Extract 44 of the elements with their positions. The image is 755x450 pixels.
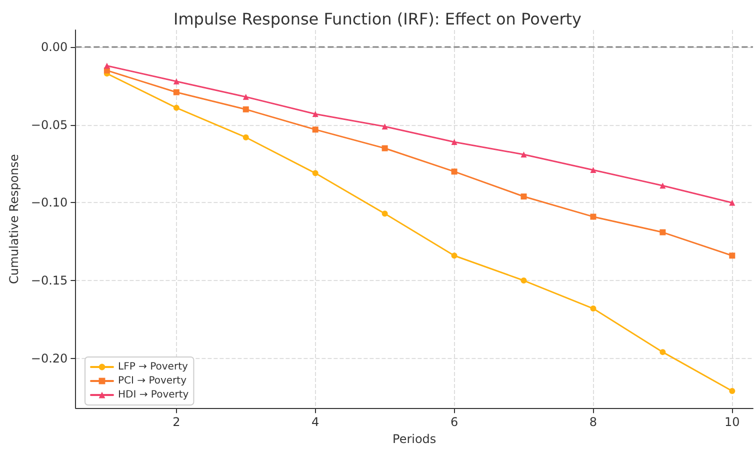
point: [242, 134, 249, 140]
point: [104, 62, 110, 69]
y-tick-label: −0.20: [30, 351, 68, 366]
point: [173, 104, 180, 111]
point: [590, 306, 596, 312]
point: [520, 193, 527, 200]
point: [451, 168, 458, 175]
point: [173, 89, 180, 96]
x-tick-label: 4: [312, 415, 320, 430]
point: [729, 200, 736, 206]
point: [312, 126, 318, 133]
point: [382, 145, 388, 152]
point: [312, 170, 318, 176]
x-tick-label: 8: [589, 415, 598, 430]
point: [660, 182, 666, 189]
point: [520, 278, 527, 284]
legend-label: LFP → Poverty: [118, 362, 188, 372]
point: [312, 111, 318, 118]
point: [590, 167, 596, 174]
point: [520, 151, 527, 158]
x-tick-label: 6: [450, 415, 458, 430]
point: [660, 229, 666, 236]
point: [242, 106, 249, 112]
y-tick-label: −0.05: [30, 118, 68, 132]
chart-title: Impulse Response Function (IRF): Effect on Poverty: [173, 10, 582, 28]
y-tick-label: −0.15: [30, 274, 68, 288]
point: [382, 123, 388, 130]
point: [729, 252, 736, 259]
x-tick-label: 2: [172, 415, 180, 430]
point: [242, 94, 249, 100]
point: [451, 139, 458, 146]
point: [590, 214, 596, 220]
point: [729, 388, 736, 394]
point: [451, 252, 458, 259]
point: [382, 210, 388, 217]
point: [173, 78, 180, 84]
x-tick-label: 10: [724, 415, 740, 430]
legend-label: HDI → Poverty: [118, 390, 189, 400]
y-axis-title: Cumulative Response: [7, 154, 21, 284]
x-axis-title: Periods: [392, 432, 436, 446]
y-tick-label: −0.10: [30, 196, 68, 210]
legend-label: PCI → Poverty: [118, 376, 187, 386]
y-tick-label: 0.00: [40, 40, 68, 54]
point: [660, 349, 666, 356]
